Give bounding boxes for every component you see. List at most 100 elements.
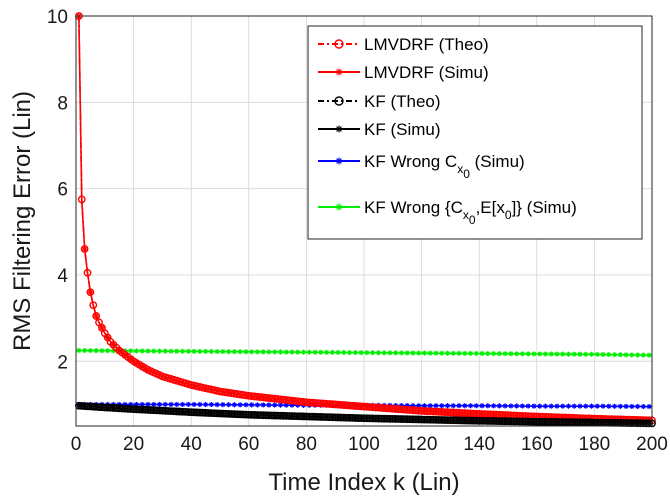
- series-point: [456, 403, 462, 409]
- series-point: [496, 351, 502, 357]
- series-point: [214, 402, 220, 408]
- series-point: [560, 403, 566, 409]
- series-point: [237, 349, 243, 355]
- series-point: [179, 348, 186, 354]
- legend-label-tail: ,E[x: [476, 198, 506, 217]
- series-point: [381, 350, 387, 356]
- series-point: [548, 403, 554, 409]
- series-point: [86, 288, 95, 297]
- series-point: [254, 349, 261, 355]
- series-point: [537, 351, 543, 357]
- series-point: [502, 403, 508, 409]
- series-point: [410, 350, 416, 356]
- series-point: [352, 349, 358, 356]
- legend-label-subsub: 0: [463, 167, 470, 181]
- series-point: [554, 351, 560, 357]
- series-point: [542, 351, 549, 357]
- series-point: [318, 349, 324, 355]
- series-point: [514, 351, 520, 357]
- series-point: [427, 403, 433, 409]
- series-point: [185, 348, 191, 354]
- series-point: [560, 351, 566, 357]
- series-point: [640, 352, 646, 358]
- series-point: [542, 403, 549, 409]
- series-point: [272, 402, 278, 408]
- series-point: [289, 349, 295, 355]
- x-axis-label: Time Index k (Lin): [268, 469, 459, 496]
- series-point: [151, 348, 157, 354]
- series-point: [220, 348, 226, 355]
- legend-label: KF (Simu): [364, 120, 441, 139]
- series-point: [89, 301, 98, 310]
- series-point: [80, 245, 89, 253]
- series-point: [606, 351, 612, 358]
- series-point: [295, 349, 301, 355]
- series-point: [635, 352, 641, 358]
- legend-label: LMVDRF (Simu): [364, 63, 489, 82]
- series-point: [629, 403, 635, 410]
- series-point: [214, 348, 220, 355]
- series-point: [571, 403, 577, 409]
- x-tick-label: 140: [463, 434, 495, 455]
- series-point: [473, 403, 479, 409]
- legend-label-tail2: ]} (Simu): [512, 198, 577, 217]
- x-tick-label: 60: [238, 434, 259, 455]
- series-point: [617, 403, 623, 409]
- legend-entry: KF Wrong Cx0 (Simu): [318, 152, 525, 181]
- x-tick-label: 180: [579, 434, 611, 455]
- legend-entry: LMVDRF (Simu): [318, 63, 489, 82]
- series-point: [496, 403, 502, 409]
- series-point: [249, 402, 255, 408]
- series-point: [439, 403, 445, 409]
- series-point: [629, 352, 635, 358]
- legend-label: KF Wrong Cx0 (Simu): [364, 152, 525, 181]
- series-point: [272, 349, 278, 355]
- series-point: [456, 350, 462, 356]
- x-tick-label: 20: [123, 434, 144, 455]
- series-point: [439, 350, 445, 356]
- legend-entry: KF (Simu): [318, 120, 441, 139]
- x-tick-label: 120: [406, 434, 438, 455]
- series-point: [277, 402, 284, 408]
- series-point: [433, 403, 439, 409]
- series-point: [502, 351, 508, 357]
- series-point: [99, 325, 105, 331]
- series-point: [122, 401, 128, 408]
- y-tick-label: 2: [57, 352, 68, 373]
- legend-label-text: LMVDRF (Theo): [364, 35, 489, 54]
- series-point: [358, 350, 364, 356]
- x-tick-label: 160: [521, 434, 553, 455]
- y-axis-label: RMS Filtering Error (Lin): [9, 91, 36, 351]
- series-point: [110, 342, 117, 348]
- series-point: [341, 349, 347, 356]
- series-point: [444, 403, 451, 409]
- series-point: [508, 403, 514, 409]
- y-tick-label: 10: [47, 7, 68, 28]
- series-point: [623, 352, 629, 358]
- series-point: [283, 349, 289, 355]
- legend-label-text: KF Wrong C: [364, 152, 457, 171]
- series-point: [594, 351, 600, 358]
- legend-label-tail: (Simu): [470, 152, 525, 171]
- series-point: [398, 350, 405, 356]
- series-point: [174, 348, 180, 354]
- series-point: [139, 348, 145, 354]
- series-point: [145, 348, 151, 354]
- series-point: [444, 350, 451, 356]
- x-tick-label: 40: [181, 434, 202, 455]
- series-point: [277, 349, 284, 355]
- series-point: [421, 403, 428, 409]
- legend-label-sub: x: [457, 162, 463, 176]
- series-point: [491, 403, 497, 409]
- series-point: [87, 347, 93, 354]
- series-point: [404, 403, 410, 409]
- series-point: [370, 350, 376, 356]
- series-point: [77, 195, 86, 204]
- series-point: [289, 402, 295, 408]
- series-point: [525, 403, 531, 409]
- series-point: [179, 401, 186, 408]
- series-point: [416, 403, 422, 409]
- x-tick-label: 80: [296, 434, 317, 455]
- series-point: [312, 349, 318, 355]
- legend-marker: [335, 125, 343, 133]
